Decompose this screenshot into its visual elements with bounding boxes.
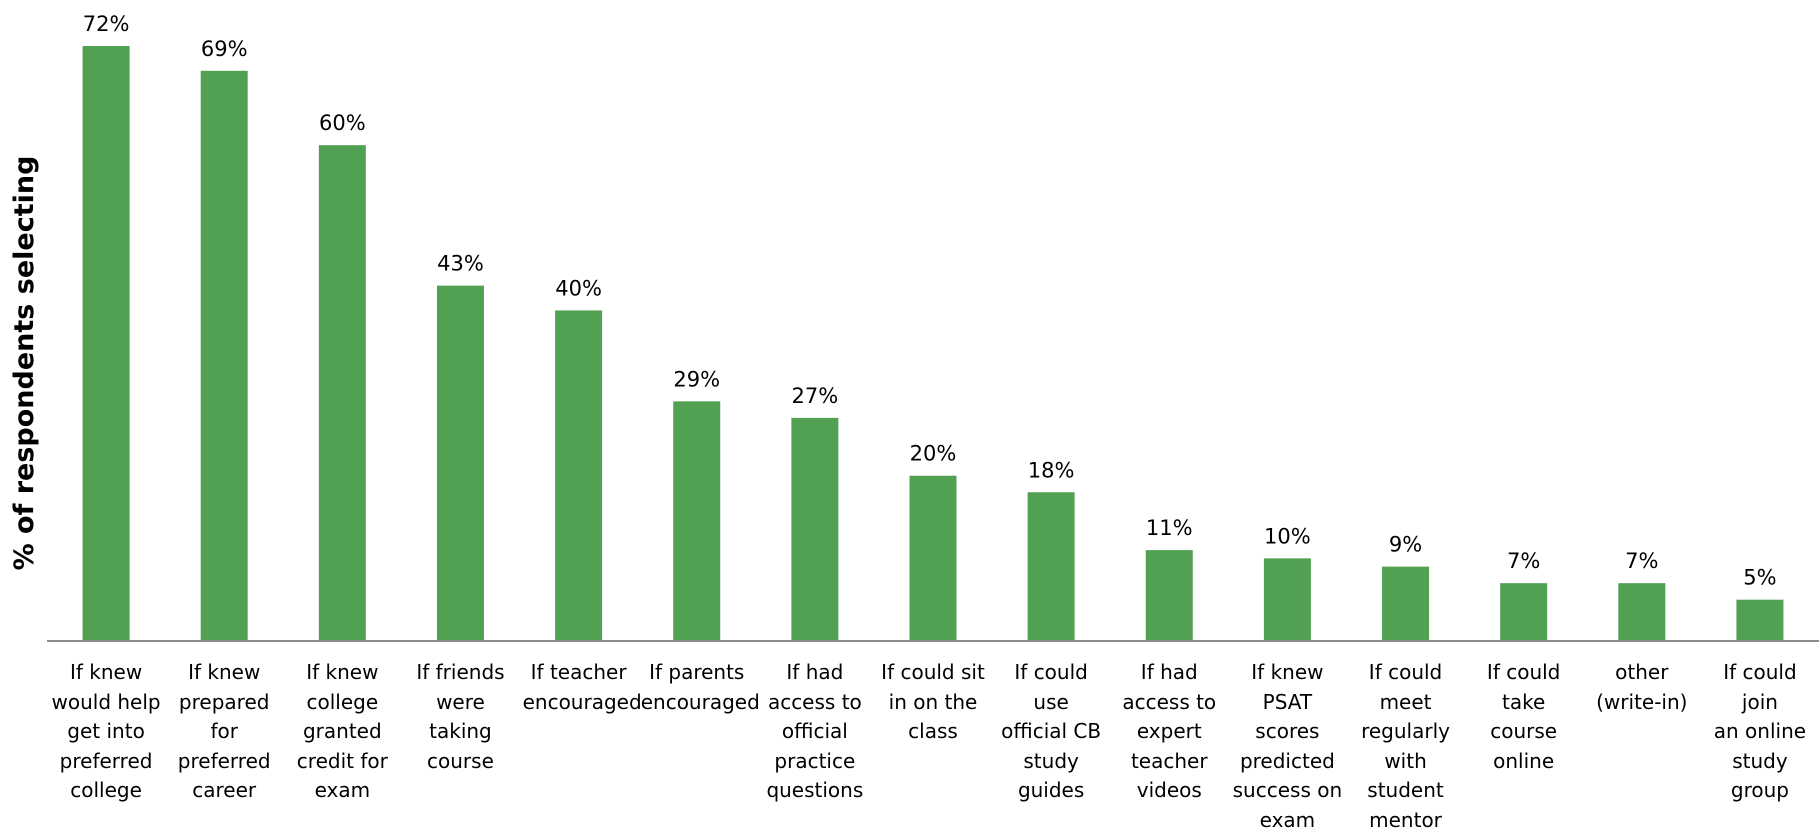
data-label: 43% (437, 252, 484, 276)
bar (1736, 599, 1784, 641)
category-label: If had access to expert teacher videos (1122, 660, 1217, 802)
bar (1263, 558, 1311, 641)
category-label: If knew college granted credit for exam (296, 660, 388, 802)
category-label: If knew prepared for preferred career (177, 660, 271, 802)
data-label: 72% (83, 12, 130, 36)
bar (673, 401, 721, 641)
category-label: If parents encouraged (640, 660, 760, 714)
category-label: If could use official CB study guides (1001, 660, 1102, 802)
bar (1382, 566, 1430, 641)
category-label: If knew would help get into preferred co… (51, 660, 161, 802)
data-label: 7% (1625, 549, 1658, 573)
data-label: 27% (792, 384, 839, 408)
bar (1027, 492, 1075, 641)
data-label: 29% (673, 367, 720, 391)
bar (1500, 583, 1548, 641)
data-label: 11% (1146, 516, 1193, 540)
data-label: 18% (1028, 458, 1075, 482)
data-label: 9% (1389, 533, 1422, 557)
data-label: 60% (319, 111, 366, 135)
category-label: If knew PSAT scores predicted success on… (1232, 660, 1343, 832)
bar (318, 145, 366, 641)
data-label: 7% (1507, 549, 1540, 573)
bar (1618, 583, 1666, 641)
category-label: other (write-in) (1596, 660, 1688, 714)
data-label: 10% (1264, 524, 1311, 548)
data-label: 40% (555, 276, 602, 300)
category-label: If teacher encouraged (522, 660, 642, 714)
category-label: If had access to official practice quest… (766, 660, 864, 802)
category-label: If could sit in on the class (881, 660, 985, 743)
bar (82, 46, 130, 641)
category-label: If could join an online study group (1713, 660, 1807, 802)
category-label: If friends were taking course (416, 660, 505, 773)
category-label: If could meet regularly with student men… (1361, 660, 1450, 832)
category-label: If could take course online (1486, 660, 1561, 773)
data-label: 69% (201, 37, 248, 61)
bar (200, 70, 248, 641)
data-label: 5% (1743, 566, 1776, 590)
y-axis-label: % of respondents selecting (9, 156, 40, 571)
bar (555, 310, 603, 641)
bar (1145, 550, 1193, 641)
bar (791, 417, 839, 641)
bar (909, 475, 957, 641)
data-label: 20% (910, 442, 957, 466)
bar (436, 285, 484, 641)
